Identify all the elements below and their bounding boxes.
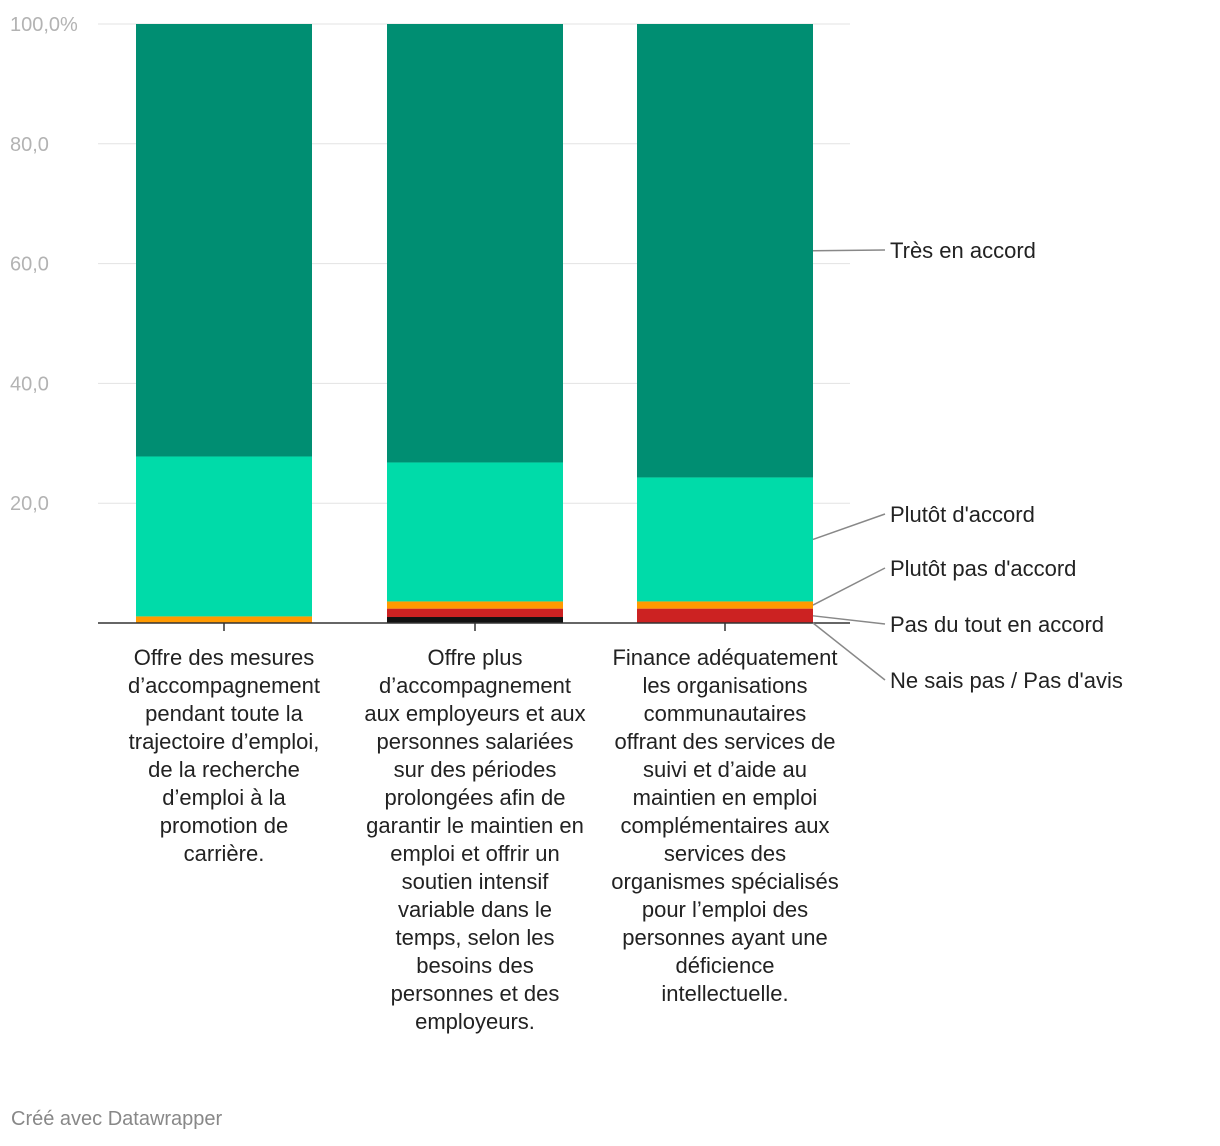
bar-segment [387, 24, 563, 463]
y-axis-ticks: 100,0% 80,0 60,0 40,0 20,0 [10, 14, 78, 515]
legend-connector [812, 615, 886, 625]
bar-segment [387, 617, 563, 623]
legend-connector [812, 249, 886, 252]
legend-label: Très en accord [890, 238, 1036, 263]
bar-segment [637, 608, 813, 623]
legend-connector [812, 567, 886, 606]
bar-segment [387, 601, 563, 609]
y-tick-label: 80,0 [10, 134, 49, 156]
legend-label: Plutôt d'accord [890, 502, 1035, 527]
legend-label: Ne sais pas / Pas d'avis [890, 668, 1123, 693]
y-tick-label: 40,0 [10, 373, 49, 395]
bar-segment [136, 456, 312, 617]
x-category-label: Offre des mesures d’accompagnement penda… [127, 645, 320, 866]
legend-label: Pas du tout en accord [890, 612, 1104, 637]
legend-label: Plutôt pas d'accord [890, 556, 1076, 581]
bar-segment [387, 608, 563, 618]
bar-segment [387, 462, 563, 602]
legend: Ne sais pas / Pas d'avis Pas du tout en a… [812, 238, 1123, 693]
y-tick-label: 20,0 [10, 493, 49, 515]
y-tick-label: 100,0% [10, 14, 78, 36]
bar-segment [136, 616, 312, 623]
y-tick-label: 60,0 [10, 254, 49, 276]
bar-segment [637, 477, 813, 602]
x-category-label: Offre plus d’accompagnement aux employeu… [364, 645, 586, 1034]
credit-text: Créé avec Datawrapper [11, 1108, 223, 1130]
legend-connector [812, 622, 886, 681]
legend-connector [812, 513, 886, 541]
bar-segment [637, 24, 813, 478]
bars [136, 24, 813, 631]
x-category-label: Finance adéquatement les organisations c… [611, 645, 839, 1006]
bar-segment [637, 601, 813, 609]
bar-segment [136, 24, 312, 457]
